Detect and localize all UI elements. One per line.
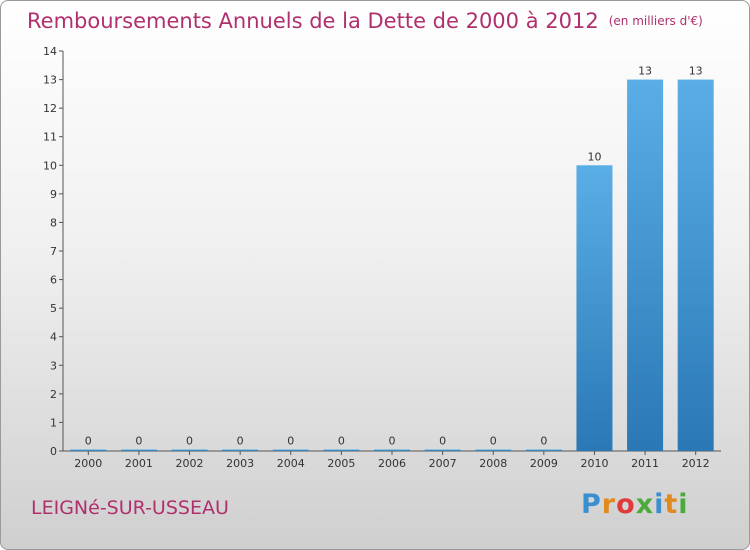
y-tick-label: 11 <box>43 131 57 144</box>
bar-2007 <box>424 449 461 451</box>
bar-2011 <box>627 79 664 452</box>
y-tick-label: 1 <box>50 416 57 429</box>
bar-2000 <box>70 449 107 451</box>
chart-title-text: Remboursements Annuels de la Dette de 20… <box>27 9 599 33</box>
data-label-2004: 0 <box>287 435 294 448</box>
data-label-2005: 0 <box>338 435 345 448</box>
logo-letter: i <box>678 489 689 520</box>
y-tick-label: 5 <box>50 302 57 315</box>
data-label-2011: 13 <box>638 65 652 78</box>
x-tick-label: 2011 <box>631 457 659 470</box>
y-tick-label: 0 <box>50 445 57 458</box>
x-tick-label: 2007 <box>429 457 457 470</box>
x-tick-label: 2001 <box>125 457 153 470</box>
logo-letter: r <box>601 489 617 520</box>
proxiti-logo: Proxiti <box>581 489 689 520</box>
x-tick-label: 2000 <box>74 457 102 470</box>
bar-2002 <box>171 449 208 451</box>
x-tick-label: 2004 <box>277 457 305 470</box>
chart-unit: (en milliers d'€) <box>608 14 703 28</box>
data-label-2012: 13 <box>689 65 703 78</box>
data-label-2003: 0 <box>237 435 244 448</box>
data-label-2008: 0 <box>490 435 497 448</box>
y-tick-label: 6 <box>50 274 57 287</box>
bar-2009 <box>525 449 562 451</box>
y-tick-label: 14 <box>43 45 57 58</box>
bar-2010 <box>576 165 613 452</box>
data-label-2001: 0 <box>135 435 142 448</box>
bar-2012 <box>677 79 714 452</box>
logo-letter: P <box>581 489 602 520</box>
bar-2003 <box>222 449 259 451</box>
chart-title: Remboursements Annuels de la Dette de 20… <box>27 9 703 33</box>
y-tick-label: 10 <box>43 159 57 172</box>
y-tick-label: 3 <box>50 359 57 372</box>
logo-letter: x <box>635 489 655 520</box>
x-tick-label: 2012 <box>682 457 710 470</box>
y-tick-label: 2 <box>50 388 57 401</box>
logo-letter: t <box>664 489 679 520</box>
x-tick-label: 2003 <box>226 457 254 470</box>
data-label-2009: 0 <box>540 435 547 448</box>
x-tick-label: 2006 <box>378 457 406 470</box>
data-label-2007: 0 <box>439 435 446 448</box>
y-tick-label: 4 <box>50 331 57 344</box>
data-label-2002: 0 <box>186 435 193 448</box>
y-tick-label: 9 <box>50 188 57 201</box>
data-label-2006: 0 <box>389 435 396 448</box>
bar-2001 <box>120 449 157 451</box>
bar-2008 <box>475 449 512 451</box>
y-tick-label: 8 <box>50 216 57 229</box>
bar-2004 <box>272 449 309 451</box>
y-tick-label: 12 <box>43 102 57 115</box>
x-tick-label: 2010 <box>580 457 608 470</box>
y-tick-label: 13 <box>43 74 57 87</box>
y-tick-label: 7 <box>50 245 57 258</box>
bar-2006 <box>374 449 410 451</box>
data-label-2000: 0 <box>85 435 92 448</box>
logo-letter: i <box>654 489 665 520</box>
x-tick-label: 2002 <box>176 457 204 470</box>
x-tick-label: 2009 <box>530 457 558 470</box>
logo-letter: o <box>616 489 636 520</box>
data-label-2010: 10 <box>587 150 601 163</box>
commune-name: LEIGNé-SUR-USSEAU <box>31 497 229 519</box>
x-tick-label: 2005 <box>327 457 355 470</box>
x-tick-label: 2008 <box>479 457 507 470</box>
bar-2005 <box>323 449 360 451</box>
